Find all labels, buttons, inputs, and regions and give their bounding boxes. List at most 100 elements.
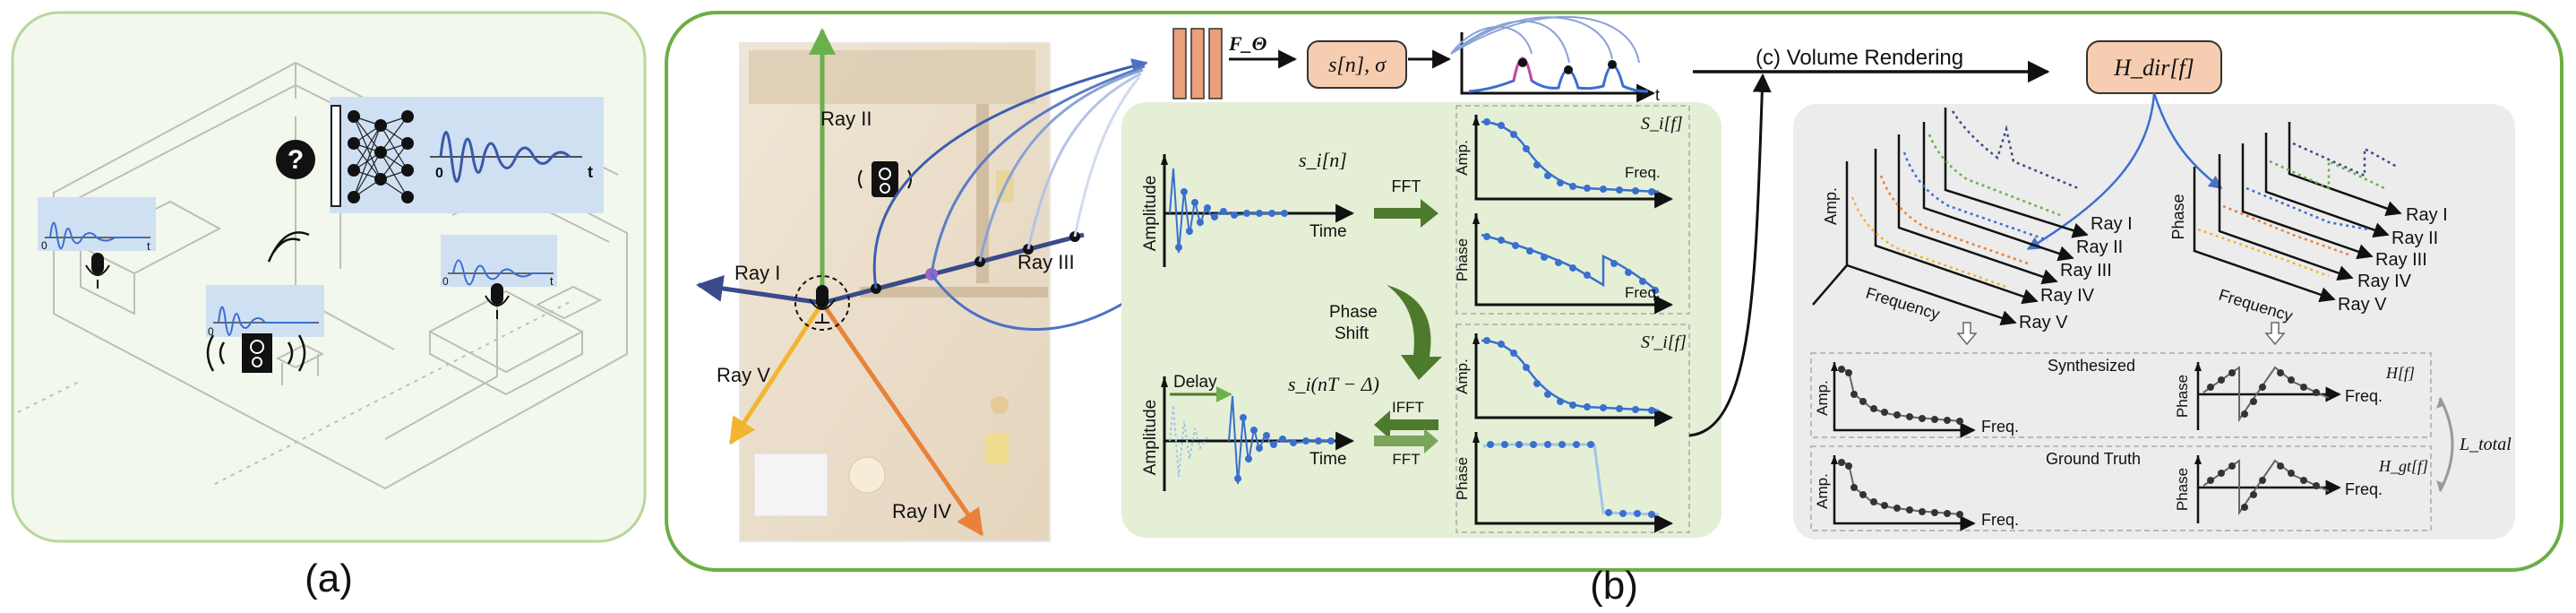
- synth-phase-label: Phase: [2174, 375, 2191, 418]
- ifft-label: IFFT: [1392, 399, 1424, 416]
- panel-a: 0 t ? 0 t 0 t 0: [11, 11, 647, 543]
- ray-4-line: [820, 301, 984, 537]
- output-plot-axes: [1460, 32, 1656, 103]
- spectrum-phase-freq: Freq.: [1625, 284, 1661, 301]
- card-left-zero: 0: [41, 239, 47, 252]
- shifted-phase-label: Phase: [1454, 457, 1471, 500]
- ifft-arrows: IFFT FFT: [1374, 399, 1438, 468]
- card-right-t: t: [550, 274, 554, 288]
- output-plot-t: t: [1655, 86, 1660, 104]
- loss-label: L_total: [2459, 435, 2512, 454]
- synthesized-box: Amp. Freq. Phase Freq. Synthesized H[f]: [1810, 352, 2432, 438]
- right-ray-4: Ray IV: [2357, 272, 2412, 291]
- shifted-spectrum-name: S'_i[f]: [1641, 332, 1687, 352]
- delayed-signal-time-label: Time: [1309, 450, 1347, 469]
- right-ray-1: Ray I: [2406, 205, 2448, 225]
- delayed-signal-name: s_i(nT − Δ): [1288, 373, 1379, 395]
- nn-zero-label: 0: [435, 166, 443, 181]
- delayed-signal-plot: Delay Amplitude Time s_i(nT − Δ): [1141, 373, 1379, 491]
- synth-amp-freq: Freq.: [1981, 418, 2019, 436]
- question-mark-text: ?: [288, 145, 304, 175]
- ray-4-label: Ray IV: [892, 500, 951, 522]
- left-amp-label: Amp.: [1822, 187, 1840, 225]
- delay-label: Delay: [1173, 373, 1217, 392]
- fft-arrow: FFT: [1374, 177, 1438, 228]
- microphone-icon-left: [85, 253, 110, 289]
- nn-input-bar: [331, 105, 341, 207]
- listener-circle: [794, 275, 850, 331]
- plan-speaker-icon: [858, 161, 912, 197]
- phase-shift-label-2: Shift: [1335, 324, 1370, 343]
- time-signal-amplitude-label: Amplitude: [1141, 176, 1160, 252]
- mic-signal-card-left: 0 t: [38, 197, 156, 253]
- ray-5-line: [728, 301, 825, 445]
- microphone-icon-right: [485, 283, 510, 319]
- right-ray-3: Ray III: [2375, 250, 2427, 270]
- speaker-signal-card: 0: [206, 285, 324, 338]
- h-dir-arrow-left: [2026, 92, 2156, 251]
- mic-signal-card-right: 0 t: [441, 235, 557, 288]
- card-speaker-zero: 0: [208, 325, 214, 338]
- ray-3-label: Ray III: [1018, 251, 1075, 273]
- shifted-spectrum-box: Amp. S'_i[f] Phase: [1454, 324, 1690, 533]
- gt-phase-label: Phase: [2174, 468, 2191, 511]
- gt-amp-label: Amp.: [1814, 473, 1831, 509]
- ray-2-label: Ray II: [820, 108, 872, 130]
- phase-shift-label-1: Phase: [1329, 303, 1378, 322]
- time-signal-time-label: Time: [1309, 222, 1347, 241]
- phase-shift-arrow: Phase Shift: [1329, 285, 1442, 380]
- spectrum-phase-label: Phase: [1454, 238, 1471, 281]
- ray-1-label: Ray I: [734, 262, 780, 284]
- ray-5-label: Ray V: [717, 364, 770, 386]
- network-block: F_Θ s[n], σ t: [1172, 15, 1660, 104]
- query-arcs: [872, 58, 1148, 331]
- to-rendering-connector: [1688, 73, 1772, 437]
- floor-plan: [739, 42, 1051, 542]
- rays: [696, 28, 1148, 537]
- nn-edges: [353, 116, 408, 198]
- gt-phase-freq: Freq.: [2345, 480, 2383, 498]
- h-dir-arrow-right: [2152, 92, 2223, 189]
- speaker-icon: [206, 333, 306, 373]
- stacked-phase-plots: [2193, 122, 2402, 303]
- right-phase-label: Phase: [2169, 194, 2187, 239]
- left-ray-5: Ray V: [2019, 313, 2068, 332]
- network-output-box: [1307, 40, 1407, 89]
- left-ray-1: Ray I: [2091, 214, 2133, 234]
- sum-arrows: [1956, 322, 2286, 346]
- shifted-amp-label: Amp.: [1454, 358, 1471, 394]
- card-left-t: t: [147, 239, 150, 253]
- fft2-label: FFT: [1392, 451, 1420, 468]
- stacked-amp-plots: [1812, 108, 2089, 326]
- nn-t-label: t: [588, 163, 593, 181]
- fft-label: FFT: [1392, 177, 1421, 195]
- left-ray-4: Ray IV: [2040, 286, 2095, 306]
- spectrum-box: Amp. Freq. S_i[f] Phase Freq.: [1454, 105, 1690, 315]
- loss-bracket: L_total: [2436, 397, 2512, 492]
- spectrum-name: S_i[f]: [1641, 114, 1683, 134]
- synthesized-label: Synthesized: [2048, 357, 2135, 375]
- spectrum-amp-freq: Freq.: [1625, 164, 1661, 181]
- neural-network-card: 0 t: [330, 97, 604, 213]
- time-signal-name: s_i[n]: [1299, 149, 1347, 171]
- plan-microphone-icon: [809, 285, 836, 324]
- spectrum-amp-label: Amp.: [1454, 140, 1471, 176]
- gt-amp-freq: Freq.: [1981, 511, 2019, 529]
- left-ray-2: Ray II: [2076, 237, 2123, 257]
- right-ray-5: Ray V: [2338, 295, 2387, 315]
- question-icon: ?: [276, 140, 315, 179]
- ground-truth-box: Amp. Freq. Phase Freq. Ground Truth H_gt…: [1810, 445, 2432, 531]
- synth-amp-label: Amp.: [1814, 380, 1831, 416]
- output-plot-sampling-arcs: [1450, 15, 1640, 64]
- volume-rendering-label: (c) Volume Rendering: [1756, 46, 1963, 70]
- card-right-zero: 0: [442, 275, 449, 288]
- left-ray-3: Ray III: [2060, 261, 2112, 281]
- synth-phase-freq: Freq.: [2345, 387, 2383, 405]
- nn-output-waveform: [439, 131, 571, 183]
- caption-b: (b): [1590, 564, 1638, 608]
- sound-waves-icon: [267, 231, 310, 263]
- caption-a: (a): [305, 557, 353, 600]
- f-theta-label: F_Θ: [1228, 32, 1267, 55]
- volume-rendering: (c) Volume Rendering H_dir[f]: [1693, 40, 2222, 94]
